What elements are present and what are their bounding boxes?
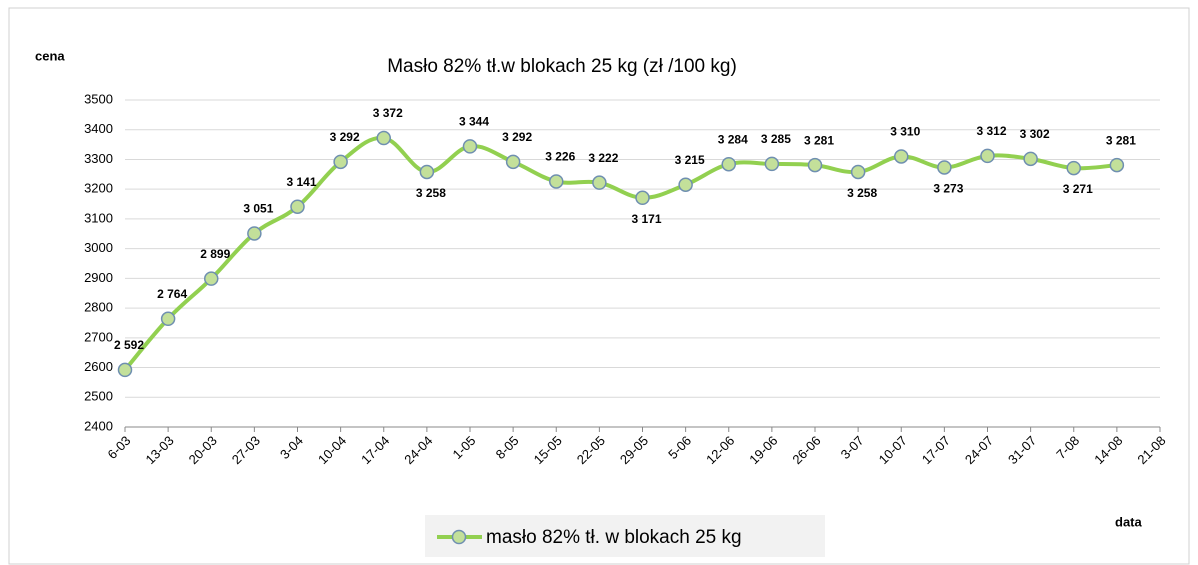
data-label: 3 292 [330,130,360,144]
data-point [807,157,823,173]
y-tick-label: 2800 [84,300,113,315]
data-label: 3 310 [890,125,920,139]
data-point [549,174,564,189]
data-point [635,190,650,206]
data-point [290,199,305,214]
y-tick-label: 2400 [84,418,113,433]
y-tick-label: 2500 [84,389,113,404]
y-tick-label: 2700 [84,329,113,344]
y-tick-label: 2900 [84,270,113,285]
y-axis-label: cena [35,48,65,63]
y-tick-label: 3100 [84,210,113,225]
data-label: 3 258 [416,186,446,200]
data-point [204,271,219,286]
data-label: 3 171 [631,212,661,226]
legend-box [425,515,825,557]
x-axis-label: data [1115,514,1143,529]
data-label: 3 281 [804,133,834,147]
data-label: 3 285 [761,132,791,146]
data-label: 3 215 [675,153,705,167]
data-label: 2 592 [114,338,144,352]
data-label: 2 899 [200,247,230,261]
data-label: 3 284 [718,132,748,146]
y-tick-label: 3300 [84,151,113,166]
legend-label: masło 82% tł. w blokach 25 kg [486,527,742,548]
data-label: 3 222 [588,151,618,165]
data-point [764,156,780,172]
data-label: 3 141 [286,175,316,189]
data-point [1109,157,1125,173]
chart-title: Masło 82% tł.w blokach 25 kg (zł /100 kg… [387,56,737,77]
y-tick-label: 3200 [84,181,113,196]
data-point [1066,160,1081,176]
data-point [980,148,995,164]
data-label: 3 292 [502,130,532,144]
data-point [894,149,909,164]
data-point [678,177,693,192]
data-label: 3 372 [373,106,403,120]
data-point [117,362,133,378]
data-point [462,139,478,154]
data-label: 3 051 [243,202,273,216]
data-point [1023,151,1038,167]
data-point [376,130,391,146]
data-point [419,164,435,180]
y-tick-label: 2600 [84,359,113,374]
data-point [721,156,736,172]
y-tick-label: 3400 [84,121,113,136]
data-point [333,154,348,170]
data-label: 3 226 [545,150,575,164]
data-point [592,175,607,190]
data-label: 3 312 [976,124,1006,138]
data-point [937,160,952,175]
data-label: 3 273 [933,182,963,196]
data-point [160,311,176,327]
y-tick-label: 3000 [84,240,113,255]
data-label: 3 281 [1106,133,1136,147]
legend-marker [451,529,467,545]
data-label: 3 271 [1063,182,1093,196]
data-point [850,164,866,180]
data-point [505,154,521,170]
data-label: 3 258 [847,186,877,200]
y-tick-label: 3500 [84,91,113,106]
data-label: 2 764 [157,287,187,301]
data-point [247,226,262,241]
data-label: 3 302 [1020,127,1050,141]
data-label: 3 344 [459,115,489,129]
